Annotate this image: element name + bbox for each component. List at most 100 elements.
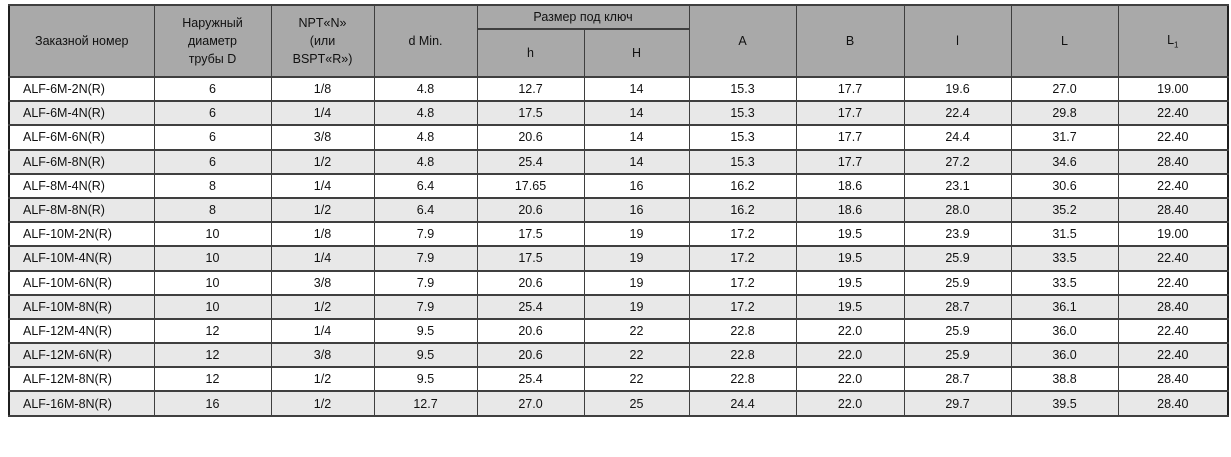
table-row: ALF-6M-4N(R) 6 1/4 4.8 17.5 14 15.3 17.7 22.4 29.… <box>8 100 1229 127</box>
table-cell: 15.3 <box>688 75 797 103</box>
table-cell: 25.9 <box>903 342 1012 369</box>
spec-table-container: Заказной номер Наружный диаметр трубы D … <box>8 4 1230 417</box>
table-cell: 10 <box>153 221 272 248</box>
table-cell: 23.1 <box>903 172 1012 199</box>
table-cell: 7.9 <box>373 293 478 320</box>
table-row: ALF-12M-8N(R) 12 1/2 9.5 25.4 22 22.8 22.0 28.7 3… <box>8 366 1229 393</box>
table-cell: 23.9 <box>903 221 1012 248</box>
table-cell: 14 <box>583 124 690 151</box>
table-row: ALF-10M-4N(R) 10 1/4 7.9 17.5 19 17.2 19.5 25.9 3… <box>8 245 1229 272</box>
table-cell: 36.0 <box>1010 342 1119 369</box>
table-cell: 6 <box>153 75 272 103</box>
table-cell: 19.6 <box>903 75 1012 103</box>
table-row: ALF-12M-4N(R) 12 1/4 9.5 20.6 22 22.8 22.0 25.9 3… <box>8 317 1229 345</box>
table-cell: 15.3 <box>688 148 797 175</box>
table-cell: 39.5 <box>1010 390 1119 417</box>
header-line: диаметр <box>187 33 238 48</box>
table-cell: 22.40 <box>1117 172 1229 199</box>
table-cell: 4.8 <box>373 124 478 151</box>
table-row: ALF-10M-2N(R) 10 1/8 7.9 17.5 19 17.2 19.5 23.9 3… <box>8 221 1229 248</box>
table-cell: 27.0 <box>1010 75 1119 103</box>
table-cell: 33.5 <box>1010 245 1119 272</box>
table-cell: 6 <box>153 124 272 151</box>
table-cell: 19.00 <box>1117 221 1229 248</box>
table-cell: 25.4 <box>476 366 585 393</box>
col-header-outer-diameter: Наружный диаметр трубы D <box>153 4 272 78</box>
table-cell: 22.0 <box>795 342 905 369</box>
col-header-H: H <box>583 28 690 78</box>
table-cell: 19 <box>583 269 690 296</box>
table-cell: 22.0 <box>795 317 905 345</box>
table-cell: 20.6 <box>476 124 585 151</box>
table-row: ALF-10M-6N(R) 10 3/8 7.9 20.6 19 17.2 19.5 25.9 3… <box>8 269 1229 296</box>
table-row: ALF-12M-6N(R) 12 3/8 9.5 20.6 22 22.8 22.0 25.9 3… <box>8 342 1229 369</box>
table-cell: 17.7 <box>795 148 905 175</box>
table-cell: ALF-16M-8N(R) <box>8 390 155 417</box>
table-cell: 7.9 <box>373 221 478 248</box>
table-cell: 9.5 <box>373 317 478 345</box>
table-cell: 31.7 <box>1010 124 1119 151</box>
table-cell: ALF-8M-8N(R) <box>8 196 155 224</box>
table-cell: 29.7 <box>903 390 1012 417</box>
table-cell: 25 <box>583 390 690 417</box>
table-cell: 7.9 <box>373 245 478 272</box>
L1-subscript: 1 <box>1174 40 1179 50</box>
table-cell: 17.2 <box>688 221 797 248</box>
table-cell: 1/2 <box>270 148 375 175</box>
table-cell: 28.0 <box>903 196 1012 224</box>
table-cell: 19 <box>583 221 690 248</box>
table-cell: 29.8 <box>1010 100 1119 127</box>
table-cell: 25.9 <box>903 269 1012 296</box>
table-cell: 22.0 <box>795 366 905 393</box>
col-header-L1: L1 <box>1117 4 1229 78</box>
table-cell: ALF-10M-6N(R) <box>8 269 155 296</box>
table-cell: 1/2 <box>270 293 375 320</box>
table-cell: 15.3 <box>688 124 797 151</box>
table-cell: ALF-12M-6N(R) <box>8 342 155 369</box>
table-cell: 20.6 <box>476 196 585 224</box>
table-row: ALF-8M-8N(R) 8 1/2 6.4 20.6 16 16.2 18.6 28.0 35.… <box>8 196 1229 224</box>
table-cell: 28.7 <box>903 366 1012 393</box>
table-cell: 27.0 <box>476 390 585 417</box>
table-cell: 28.40 <box>1117 196 1229 224</box>
table-cell: 3/8 <box>270 124 375 151</box>
table-cell: 17.7 <box>795 75 905 103</box>
table-cell: 28.40 <box>1117 366 1229 393</box>
table-cell: 17.7 <box>795 124 905 151</box>
table-cell: 19 <box>583 293 690 320</box>
col-header-L: L <box>1010 4 1119 78</box>
col-header-A: A <box>688 4 797 78</box>
table-cell: 36.0 <box>1010 317 1119 345</box>
table-cell: 17.5 <box>476 221 585 248</box>
table-cell: 20.6 <box>476 317 585 345</box>
table-cell: 10 <box>153 269 272 296</box>
col-header-d-min: d Min. <box>373 4 478 78</box>
table-cell: 12.7 <box>476 75 585 103</box>
table-cell: 25.9 <box>903 245 1012 272</box>
table-cell: 17.7 <box>795 100 905 127</box>
table-cell: 16.2 <box>688 172 797 199</box>
table-row: ALF-6M-6N(R) 6 3/8 4.8 20.6 14 15.3 17.7 24.4 31.… <box>8 124 1229 151</box>
table-cell: 22.8 <box>688 342 797 369</box>
table-cell: ALF-12M-4N(R) <box>8 317 155 345</box>
table-cell: 8 <box>153 196 272 224</box>
table-cell: 19.5 <box>795 269 905 296</box>
table-cell: 14 <box>583 75 690 103</box>
table-cell: ALF-6M-2N(R) <box>8 75 155 103</box>
table-cell: 7.9 <box>373 269 478 296</box>
table-cell: 18.6 <box>795 196 905 224</box>
table-cell: 22.40 <box>1117 100 1229 127</box>
table-cell: ALF-6M-8N(R) <box>8 148 155 175</box>
table-cell: 12 <box>153 366 272 393</box>
table-cell: 12.7 <box>373 390 478 417</box>
table-cell: 31.5 <box>1010 221 1119 248</box>
table-cell: 6.4 <box>373 196 478 224</box>
table-row: ALF-8M-4N(R) 8 1/4 6.4 17.65 16 16.2 18.6 23.1 30… <box>8 172 1229 199</box>
table-cell: 17.65 <box>476 172 585 199</box>
table-cell: 22.40 <box>1117 269 1229 296</box>
col-header-order-number: Заказной номер <box>8 4 155 78</box>
table-cell: 24.4 <box>903 124 1012 151</box>
table-cell: 22 <box>583 366 690 393</box>
table-cell: 9.5 <box>373 342 478 369</box>
col-header-thread: NPT«N» (или BSPT«R») <box>270 4 375 78</box>
